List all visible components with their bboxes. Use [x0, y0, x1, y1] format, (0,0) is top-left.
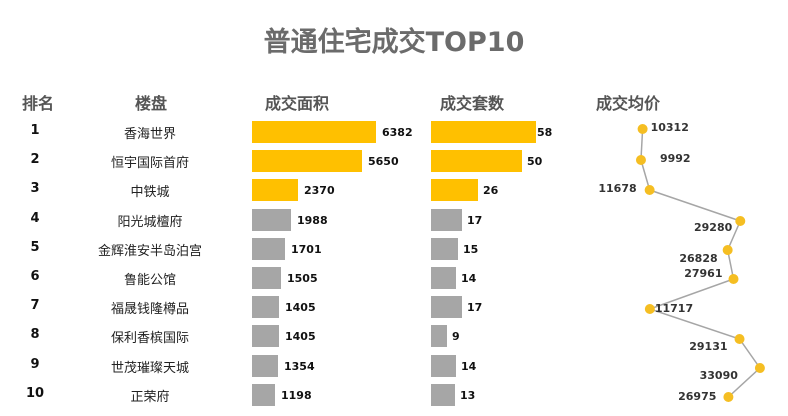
price-value-label: 10312 — [651, 121, 689, 134]
area-value-label: 1405 — [285, 301, 316, 315]
project-name-cell: 保利香槟国际 — [110, 331, 189, 347]
count-value-label: 14 — [461, 359, 477, 373]
area-bar — [252, 383, 275, 406]
count-value-label: 15 — [463, 242, 479, 256]
count-bar — [431, 267, 456, 289]
area-bar — [252, 354, 278, 377]
rank-cell: 6 — [30, 269, 40, 284]
header-count: 成交套数 — [440, 94, 505, 113]
count-bar — [431, 237, 458, 260]
count-value-label: 17 — [467, 213, 483, 227]
count-bar — [431, 296, 462, 319]
price-value-label: 29280 — [694, 221, 733, 234]
price-value-label: 26828 — [679, 252, 717, 265]
area-value-label: 1701 — [291, 242, 322, 256]
count-value-label: 9 — [452, 330, 460, 344]
price-value-label: 26975 — [678, 390, 716, 403]
price-value-label: 27961 — [684, 267, 722, 280]
price-marker — [635, 155, 646, 165]
count-bar — [431, 383, 455, 406]
count-bar — [431, 179, 478, 202]
price-marker — [644, 185, 655, 195]
rank-cell: 1 — [30, 123, 40, 138]
project-name-cell: 香海世界 — [123, 127, 176, 142]
area-value-label: 1505 — [287, 272, 318, 285]
project-name-cell: 福晟钱隆樽品 — [110, 302, 189, 318]
count-value-label: 13 — [460, 388, 476, 402]
price-line — [640, 128, 761, 398]
project-name-cell: 中铁城 — [130, 185, 170, 201]
price-marker — [644, 304, 655, 314]
count-bar — [431, 354, 456, 377]
project-name-cell: 鲁能公馆 — [123, 273, 176, 288]
price-marker — [754, 363, 765, 373]
price-value-label: 33090 — [700, 369, 739, 382]
rank-cell: 9 — [30, 356, 40, 372]
price-value-label: 11717 — [655, 302, 693, 315]
price-marker — [723, 392, 734, 402]
rank-cell: 5 — [30, 239, 40, 255]
project-name-cell: 恒宇国际首府 — [110, 156, 189, 172]
price-marker — [734, 334, 745, 344]
price-marker — [637, 124, 648, 134]
header-area: 成交面积 — [265, 94, 330, 113]
area-value-label: 1988 — [297, 213, 328, 227]
count-value-label: 58 — [537, 126, 553, 139]
area-bar — [252, 296, 279, 319]
count-value-label: 17 — [467, 301, 483, 315]
area-bar — [252, 179, 298, 202]
price-value-label: 29131 — [689, 340, 727, 353]
rank-cell: 10 — [25, 385, 45, 401]
area-value-label: 1405 — [285, 330, 316, 344]
price-marker — [735, 216, 746, 226]
area-bar — [252, 121, 376, 143]
count-bar — [431, 325, 447, 348]
header-rank: 排名 — [22, 94, 55, 113]
count-bar — [431, 208, 462, 231]
rank-cell: 8 — [30, 327, 40, 343]
count-value-label: 50 — [527, 155, 543, 169]
price-value-label: 9992 — [660, 152, 691, 165]
area-bar — [252, 325, 279, 348]
price-marker — [722, 245, 733, 255]
rank-cell: 3 — [30, 181, 40, 197]
rank-cell: 7 — [30, 298, 40, 314]
area-value-label: 1198 — [281, 388, 312, 402]
count-value-label: 26 — [483, 184, 499, 198]
area-bar — [252, 150, 362, 173]
chart-title: 普通住宅成交TOP10 — [263, 27, 525, 58]
area-value-label: 5650 — [368, 155, 399, 169]
count-bar — [431, 121, 536, 143]
price-marker — [728, 274, 739, 284]
area-value-label: 1354 — [284, 359, 315, 373]
area-bar — [252, 267, 281, 289]
price-value-label: 11678 — [598, 182, 636, 195]
rank-cell: 4 — [30, 210, 40, 226]
project-name-cell: 阳光城檀府 — [117, 214, 183, 230]
header-name: 楼盘 — [135, 94, 168, 113]
project-name-cell: 金辉淮安半岛泊宫 — [97, 243, 202, 259]
project-name-cell: 世茂璀璨天城 — [110, 360, 189, 376]
count-value-label: 14 — [461, 272, 477, 285]
rank-cell: 2 — [30, 152, 40, 168]
count-bar — [431, 150, 522, 173]
project-name-cell: 正荣府 — [130, 389, 170, 405]
area-value-label: 2370 — [304, 184, 335, 198]
area-value-label: 6382 — [382, 126, 413, 139]
area-bar — [252, 237, 285, 260]
header-price: 成交均价 — [596, 94, 661, 113]
area-bar — [252, 208, 291, 231]
